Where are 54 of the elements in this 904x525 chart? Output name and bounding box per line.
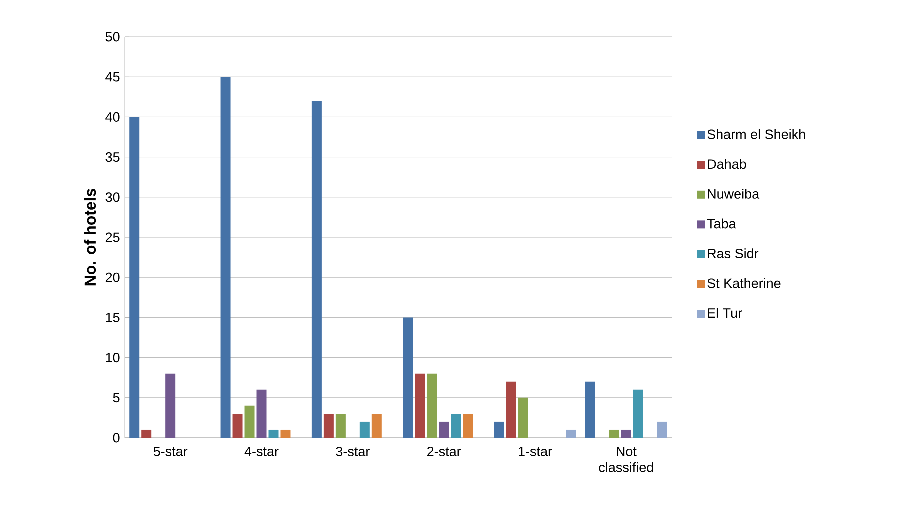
y-tick-label: 15 bbox=[106, 312, 120, 322]
y-tick-label: 45 bbox=[106, 72, 120, 82]
bar bbox=[451, 414, 462, 438]
bar bbox=[280, 430, 291, 438]
y-tick-label: 30 bbox=[106, 192, 120, 202]
bar bbox=[142, 430, 152, 438]
x-tick-label: 2-star bbox=[428, 446, 462, 456]
x-tick-label: 5-star bbox=[154, 446, 188, 456]
bar bbox=[220, 77, 231, 438]
legend-label: Dahab bbox=[708, 159, 746, 170]
legend-label: El Tur bbox=[708, 308, 742, 318]
bar bbox=[518, 398, 528, 438]
bar bbox=[268, 430, 279, 438]
x-tick-label: Not classified bbox=[599, 446, 654, 472]
bar bbox=[494, 422, 504, 438]
bar bbox=[609, 430, 620, 438]
bar bbox=[633, 390, 644, 438]
bar bbox=[657, 422, 668, 438]
bar bbox=[336, 414, 346, 438]
x-tick-label: 3-star bbox=[336, 446, 370, 456]
bar bbox=[621, 430, 632, 438]
bar bbox=[244, 406, 255, 438]
y-tick-label: 50 bbox=[106, 32, 120, 42]
x-tick-label: 1-star bbox=[519, 446, 552, 456]
bar bbox=[506, 382, 516, 438]
x-tick-label: 4-star bbox=[244, 446, 279, 456]
y-tick-label: 20 bbox=[106, 272, 120, 282]
bar bbox=[439, 422, 450, 438]
bar bbox=[415, 374, 426, 438]
bar bbox=[130, 117, 140, 438]
bar bbox=[403, 318, 414, 438]
legend-label: Sharm el Sheikh bbox=[708, 129, 806, 140]
bar bbox=[585, 382, 596, 438]
y-tick-label: 35 bbox=[106, 152, 120, 162]
bar bbox=[566, 430, 576, 438]
y-tick-label: 0 bbox=[113, 433, 120, 443]
y-tick-label: 10 bbox=[106, 353, 120, 363]
legend-label: Ras Sidr bbox=[708, 248, 759, 258]
legend-label: Taba bbox=[707, 218, 736, 229]
bar bbox=[166, 374, 176, 438]
y-tick-label: 5 bbox=[113, 393, 120, 403]
bar bbox=[463, 414, 474, 438]
bar bbox=[324, 414, 334, 438]
bar bbox=[427, 374, 438, 438]
y-tick-label: 25 bbox=[106, 232, 120, 242]
bar bbox=[360, 422, 370, 438]
y-axis-title: No. of hotels bbox=[84, 188, 96, 286]
bar bbox=[232, 414, 243, 438]
y-tick-label: 40 bbox=[106, 112, 120, 122]
bar bbox=[256, 390, 267, 438]
bar bbox=[372, 414, 382, 438]
legend-label: Nuweiba bbox=[708, 188, 760, 199]
bar bbox=[312, 101, 322, 438]
legend-label: St Katherine bbox=[708, 278, 781, 288]
